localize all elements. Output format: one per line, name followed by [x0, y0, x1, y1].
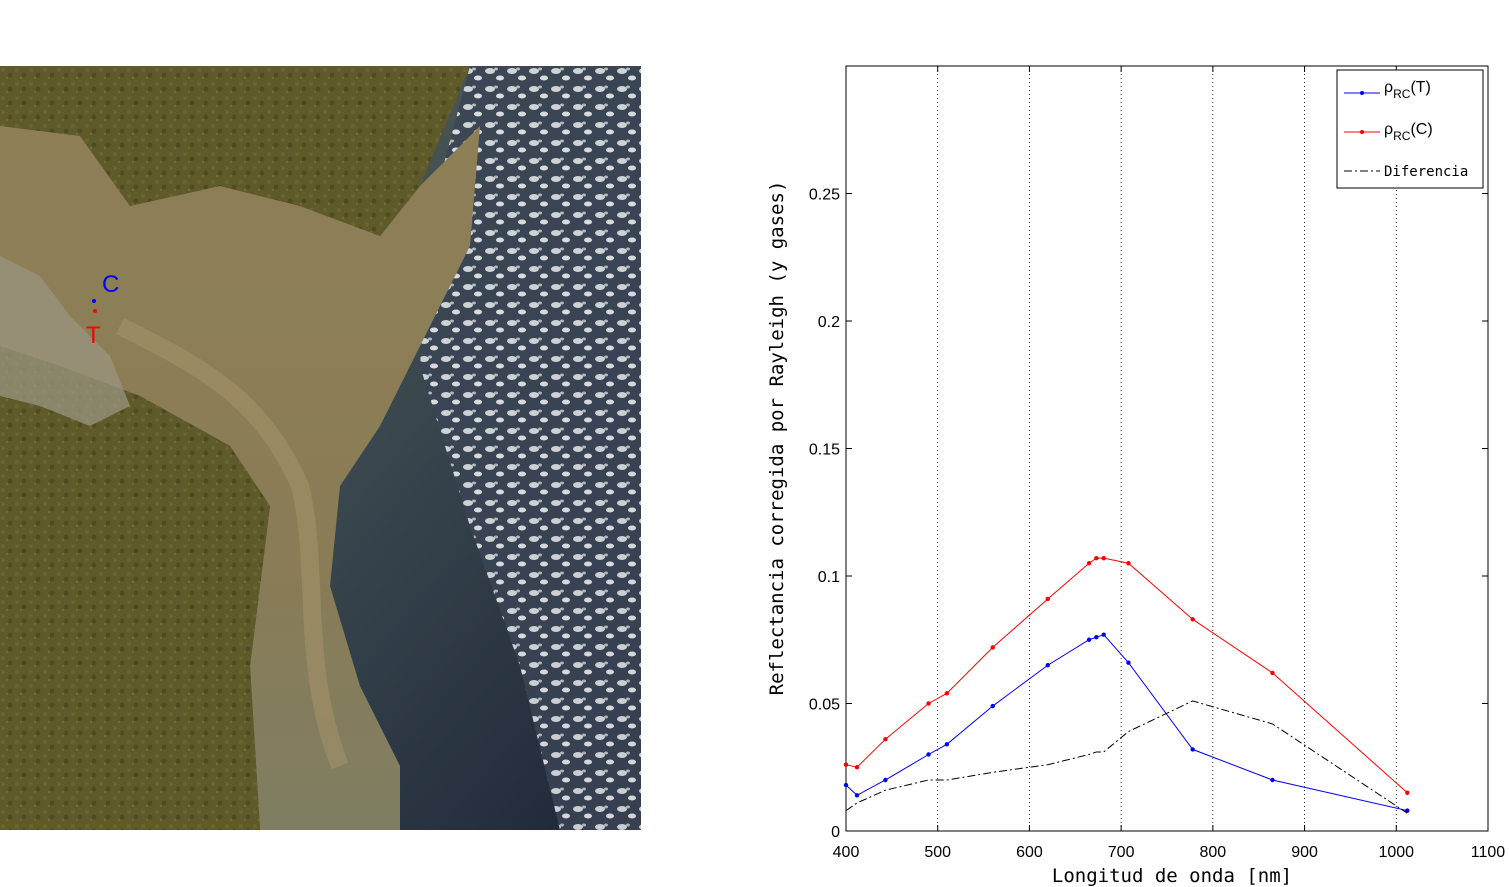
- data-point-t: [990, 703, 995, 709]
- data-point-t: [1094, 635, 1099, 640]
- y-tick-label: 0.25: [809, 187, 840, 204]
- x-tick-label: 1000: [1378, 844, 1414, 861]
- axis-ticks: 400 500 600 700 800 900 1000 1100 0 0.05 0.1 0.15 0.…: [809, 66, 1505, 861]
- y-tick-label: 0.15: [809, 442, 840, 459]
- site-c-dot: [92, 299, 96, 303]
- x-tick-label: 600: [1016, 844, 1043, 861]
- data-point-c: [1405, 790, 1410, 795]
- legend-marker-t: [1360, 91, 1364, 95]
- data-point-c: [990, 645, 995, 650]
- data-point-c: [1101, 555, 1106, 561]
- data-point-c: [1190, 617, 1195, 622]
- data-point-c: [1126, 561, 1131, 566]
- x-tick-label: 500: [924, 844, 951, 861]
- data-point-c: [1094, 555, 1099, 561]
- data-point-t: [1126, 660, 1131, 665]
- cloud-field: [420, 66, 641, 830]
- data-point-c: [854, 765, 860, 770]
- data-point-c: [883, 737, 888, 742]
- site-t-dot: [93, 309, 97, 313]
- estuary-water: [0, 126, 480, 830]
- y-tick-label: 0.05: [809, 697, 840, 714]
- site-markers: C T: [86, 271, 119, 349]
- y-tick-label: 0.1: [818, 569, 840, 586]
- legend-box: [1336, 69, 1484, 189]
- river-plume: [115, 317, 349, 770]
- site-c-label: C: [102, 271, 119, 298]
- data-point-c: [926, 701, 931, 706]
- data-point-t: [1045, 663, 1050, 668]
- data-point-t: [854, 793, 860, 798]
- series-line-c: [845, 557, 1408, 794]
- y-tick-label: 0: [831, 824, 840, 841]
- legend-marker-c: [1360, 130, 1364, 134]
- south-land: [0, 346, 270, 830]
- data-series: [843, 555, 1410, 814]
- legend-label-diferencia: Diferencia: [1384, 164, 1468, 180]
- north-coast-land: [0, 66, 470, 236]
- x-tick-label: 400: [833, 844, 860, 861]
- data-point-t: [1190, 747, 1195, 752]
- data-point-c: [1086, 561, 1092, 566]
- y-axis-title: Reflectancia corregida por Rayleigh (y g…: [766, 181, 788, 696]
- city-area: [0, 256, 130, 426]
- legend: ρRC(T) ρRC(C) Diferencia: [1336, 69, 1484, 189]
- x-axis-title: Longitud de onda [nm]: [1052, 865, 1292, 887]
- site-t-label: T: [86, 322, 101, 349]
- data-point-t: [1086, 637, 1092, 642]
- x-tick-label: 700: [1108, 844, 1135, 861]
- y-tick-label: 0.2: [818, 314, 840, 331]
- data-point-t: [926, 752, 931, 757]
- data-point-t: [1405, 808, 1410, 813]
- data-point-c: [1270, 670, 1275, 676]
- series-line-t: [845, 634, 1408, 812]
- satellite-image: [0, 66, 641, 830]
- legend-label-t: ρRC(T): [1384, 79, 1431, 101]
- data-point-t: [843, 782, 849, 788]
- x-tick-label: 1100: [1471, 844, 1506, 861]
- x-tick-label: 800: [1200, 844, 1227, 861]
- series-line-diferencia: [845, 700, 1408, 814]
- data-point-t: [1270, 777, 1275, 783]
- legend-label-c: ρRC(C): [1384, 121, 1433, 143]
- data-point-t: [944, 742, 950, 747]
- grid-lines: [937, 66, 1397, 831]
- data-point-c: [1045, 596, 1050, 602]
- data-point-c: [843, 762, 849, 767]
- data-point-c: [944, 691, 950, 696]
- data-point-t: [1101, 632, 1106, 637]
- x-tick-label: 900: [1291, 844, 1318, 861]
- data-point-t: [883, 777, 888, 783]
